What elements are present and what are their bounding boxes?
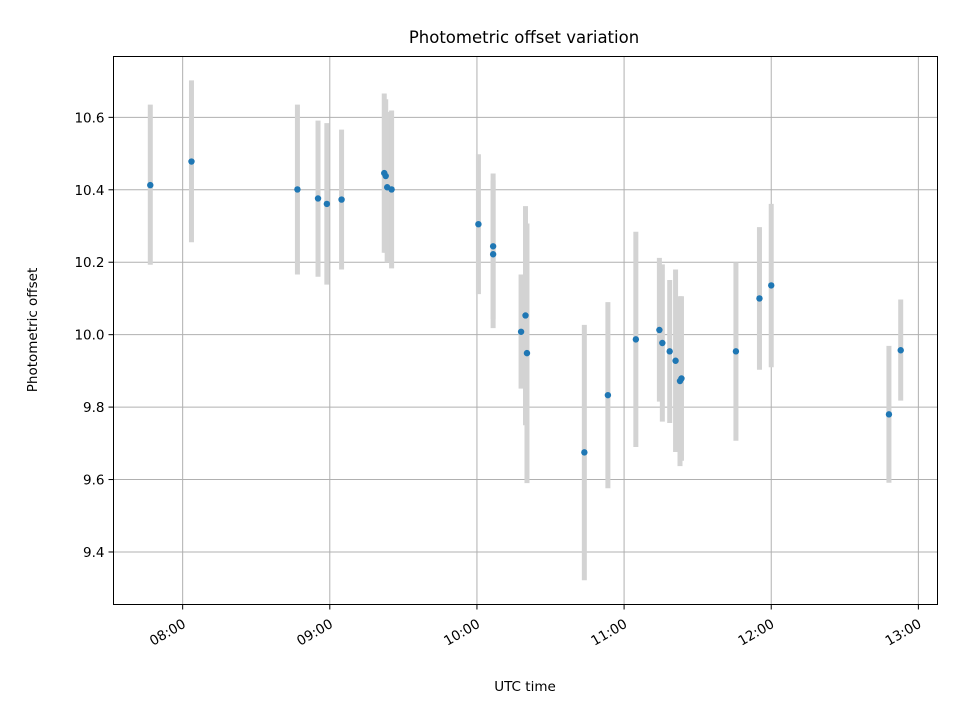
x-tick-label: 08:00: [147, 616, 189, 649]
x-tick-label: 13:00: [883, 616, 925, 649]
x-tick-label: 10:00: [441, 616, 483, 649]
data-point: [475, 220, 482, 228]
data-point: [489, 251, 497, 258]
data-point: [732, 348, 740, 355]
data-point: [897, 347, 904, 354]
data-point: [666, 348, 673, 355]
x-axis-label: UTC time: [494, 679, 556, 695]
error-bars: [147, 80, 904, 581]
data-point: [294, 186, 301, 193]
data-point: [522, 312, 529, 319]
x-tick-label: 11:00: [588, 616, 630, 649]
chart-title: Photometric offset variation: [409, 28, 639, 47]
y-tick-label: 10.6: [74, 110, 104, 126]
data-point: [581, 449, 588, 456]
data-point: [314, 195, 322, 202]
y-tick-label: 10.4: [74, 183, 104, 199]
y-tick-label: 9.4: [83, 545, 104, 561]
data-point: [656, 326, 663, 334]
y-axis-ticks: 9.4 9.6 9.8 10.0 10.2 10.4 10.6: [74, 110, 114, 561]
x-tick-label: 09:00: [294, 616, 336, 649]
data-point: [323, 200, 331, 208]
data-point: [768, 282, 775, 289]
y-tick-label: 9.6: [83, 473, 104, 489]
data-point: [338, 196, 345, 203]
y-tick-label: 10.0: [74, 328, 104, 344]
x-tick-label: 12:00: [736, 616, 778, 649]
data-point: [489, 243, 497, 250]
data-point: [678, 375, 685, 382]
plot-frame: [113, 56, 938, 605]
data-point: [632, 336, 640, 343]
data-point: [604, 391, 612, 399]
y-tick-label: 9.8: [83, 400, 104, 416]
data-point: [517, 328, 525, 335]
data-point: [672, 357, 679, 364]
data-point: [188, 158, 195, 165]
data-point: [382, 172, 389, 180]
data-point: [147, 181, 154, 189]
data-point: [523, 349, 531, 357]
data-points: [147, 158, 904, 456]
data-point: [659, 339, 666, 347]
data-point: [388, 186, 395, 193]
y-tick-label: 10.2: [74, 255, 104, 271]
data-point: [885, 411, 893, 418]
y-axis-label: Photometric offset: [25, 268, 41, 392]
data-point: [756, 295, 763, 302]
x-axis-ticks: 08:00 09:00 10:00 11:00 12:00 13:00: [147, 604, 925, 649]
